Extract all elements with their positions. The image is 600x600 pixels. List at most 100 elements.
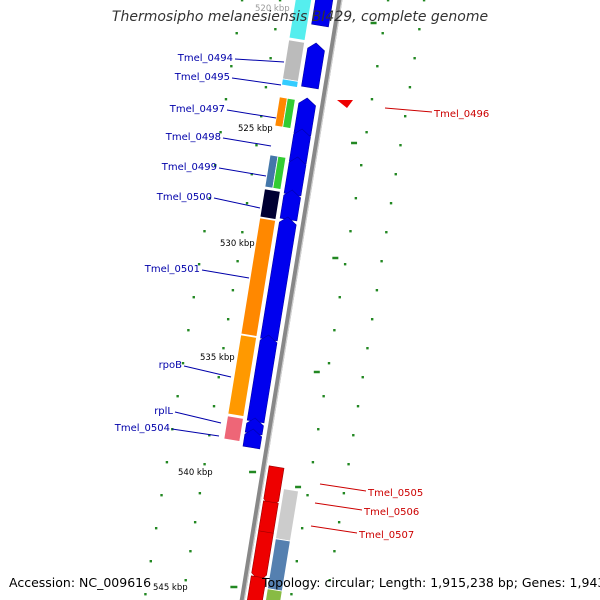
- leader-line: [226, 109, 277, 119]
- scale-dot: [360, 164, 363, 167]
- forward-gene-arrow: [242, 428, 263, 450]
- scale-dot: [290, 593, 293, 596]
- scale-dot: [370, 98, 374, 101]
- forward-gene-block: [282, 97, 296, 129]
- reverse-gene-block: [265, 588, 283, 600]
- scale-dot: [264, 86, 268, 89]
- gene-label-rpob: rpoB: [159, 360, 183, 371]
- leader-line: [231, 77, 282, 86]
- forward-gene-block: [227, 334, 258, 417]
- scale-dot: [418, 28, 421, 31]
- scale-dot: [385, 231, 388, 234]
- scale-dot: [370, 318, 374, 321]
- scale-label: 530 kbp: [220, 239, 255, 249]
- scale-dot: [181, 362, 185, 365]
- forward-gene-block: [282, 39, 306, 82]
- leader-line: [310, 525, 358, 534]
- scale-dot: [189, 550, 192, 553]
- leader-line: [174, 411, 222, 424]
- scale-dot: [328, 579, 331, 582]
- scale-dot: [224, 98, 228, 101]
- scale-dot: [226, 318, 230, 321]
- scale-dot: [165, 461, 169, 464]
- reverse-gene-arrow: [247, 575, 267, 600]
- scale-dot: [149, 560, 152, 563]
- scale-dot: [240, 0, 244, 2]
- scale-dot: [343, 263, 347, 266]
- scale-dot: [366, 347, 369, 350]
- scale-dot: [389, 202, 393, 205]
- scale-dot: [300, 527, 304, 530]
- gene-label-tmel_0496: Tmel_0496: [433, 109, 489, 120]
- forward-gene-block: [259, 188, 281, 220]
- scale-dot: [193, 521, 197, 524]
- gene-label-tmel_0495: Tmel_0495: [174, 72, 230, 83]
- scale-dot: [236, 260, 239, 263]
- scale-dot: [399, 144, 402, 147]
- scale-dot: [208, 197, 212, 200]
- gene-label-tmel_0494: Tmel_0494: [177, 53, 233, 64]
- scale-dot: [342, 492, 346, 495]
- scale-dot: [176, 395, 179, 398]
- scale-dot: [352, 434, 355, 437]
- scale-dot: [184, 579, 187, 582]
- leader-line: [213, 197, 261, 209]
- scale-dot: [306, 494, 309, 497]
- forward-gene-block: [223, 415, 244, 442]
- scale-dot: [219, 131, 222, 134]
- scale-label: 540 kbp: [178, 468, 213, 478]
- scale-dot: [203, 463, 206, 466]
- leader-line: [201, 269, 250, 279]
- gene-label-tmel_0507: Tmel_0507: [358, 530, 414, 541]
- scale-dot: [212, 405, 216, 408]
- scale-dot: [278, 0, 282, 2]
- accession-text: Accession: NC_009616: [9, 575, 152, 590]
- map-title: Thermosipho melanesiensis BI429, complet…: [111, 9, 489, 25]
- scale-dot: [160, 494, 163, 497]
- scale-dot: [230, 65, 233, 68]
- gene-label-tmel_0499: Tmel_0499: [161, 162, 217, 173]
- scale-dot: [338, 296, 341, 299]
- scale-dot: [365, 131, 368, 134]
- scale-dot: [197, 263, 201, 266]
- gene-label-tmel_0501: Tmel_0501: [144, 264, 200, 275]
- scale-dot: [208, 434, 211, 437]
- label-layer: Tmel_0494 Tmel_0495 Tmel_0497 Tmel_0498 Tmel…: [114, 53, 489, 541]
- backbone-highlight: [243, 0, 343, 600]
- gene-label-tmel_0500: Tmel_0500: [156, 192, 212, 203]
- scale-dot: [381, 32, 384, 35]
- scale-dot: [203, 230, 206, 233]
- gene-label-tmel_0497: Tmel_0497: [169, 104, 225, 115]
- topology-text: Topology: circular; Length: 1,915,238 bp…: [262, 575, 600, 590]
- backbone-layer: [239, 0, 343, 600]
- scale-dot: [192, 296, 195, 299]
- leader-line: [171, 428, 220, 437]
- gene-label-rpll: rplL: [154, 406, 173, 417]
- scale-dot: [361, 376, 364, 379]
- forward-gene-arrow: [260, 216, 297, 342]
- scale-dot: [241, 231, 244, 234]
- reverse-gene-arrow: [263, 465, 285, 508]
- genome-backbone: [239, 0, 343, 600]
- scale-dot: [274, 28, 277, 31]
- leader-line: [384, 107, 433, 113]
- scale-dot: [214, 164, 217, 167]
- leader-line: [183, 365, 232, 378]
- scale-dot: [394, 173, 397, 176]
- scale-dot: [337, 521, 341, 524]
- leader-layer: [171, 58, 433, 534]
- scale-dot: [386, 0, 390, 2]
- scale-dot: [376, 65, 379, 68]
- scale-label: 520 kbp: [255, 4, 290, 14]
- scale-label: 535 kbp: [200, 353, 235, 363]
- scale-dot: [154, 527, 158, 530]
- forward-gene-arrow: [246, 334, 278, 424]
- leader-line: [222, 137, 272, 147]
- forward-gene-arrow: [244, 417, 264, 436]
- forward-gene-arrow: [288, 128, 311, 165]
- forward-gene-block: [288, 0, 312, 41]
- scale-dot: [375, 289, 379, 292]
- gene-label-tmel_0498: Tmel_0498: [165, 132, 221, 143]
- scale-dot: [295, 560, 298, 563]
- leader-line: [234, 58, 285, 63]
